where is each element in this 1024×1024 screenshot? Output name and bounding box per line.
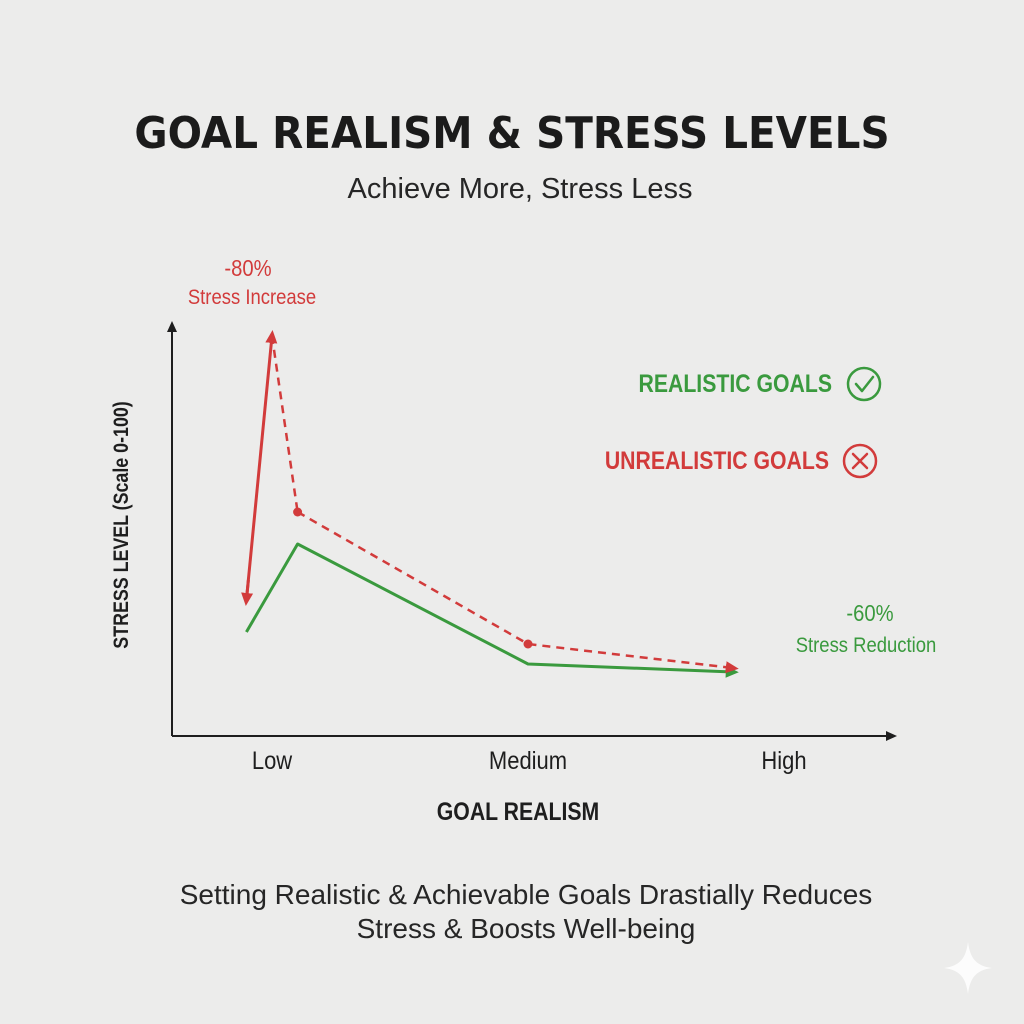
x-tick-label-high: High (761, 747, 806, 775)
footer-line-1: Setting Realistic & Achievable Goals Dra… (179, 879, 873, 910)
legend-label-realistic: REALISTIC GOALS (638, 369, 832, 397)
sparkle-icon (944, 942, 992, 994)
legend-label-unrealistic: UNREALISTIC GOALS (605, 446, 829, 474)
legend-item-realistic: REALISTIC GOALS (638, 366, 882, 402)
check-circle-icon (846, 366, 882, 402)
annotation-increase-text: Stress Increase (188, 286, 316, 309)
series-point-unrealistic (293, 507, 303, 517)
series-point-unrealistic (523, 639, 533, 649)
annotation-reduction-value: -60% (846, 600, 893, 627)
y-axis-label: STRESS LEVEL (Scale 0-100) (110, 401, 134, 648)
x-circle-icon (842, 443, 878, 479)
page-title: GOAL REALISM & STRESS LEVELS (134, 108, 890, 159)
series-line-realistic (245, 542, 739, 678)
page-subtitle: Achieve More, Stress Less (347, 173, 693, 205)
x-axis-label: GOAL REALISM (437, 797, 599, 825)
x-tick-label-low: Low (252, 747, 293, 775)
spike-arrow-up (244, 330, 278, 601)
legend-item-unrealistic: UNREALISTIC GOALS (605, 443, 878, 479)
spike-arrow-down (241, 579, 254, 606)
annotation-increase-value: -80% (224, 255, 271, 282)
x-tick-label-medium: Medium (489, 747, 567, 775)
series-line-unrealistic (296, 510, 739, 674)
annotation-reduction-text: Stress Reduction (796, 634, 937, 657)
footer-caption: Setting Realistic & Achievable Goals Dra… (0, 878, 1024, 946)
footer-line-2: Stress & Boosts Well-being (356, 913, 696, 944)
spike-dashed-return (270, 335, 299, 513)
